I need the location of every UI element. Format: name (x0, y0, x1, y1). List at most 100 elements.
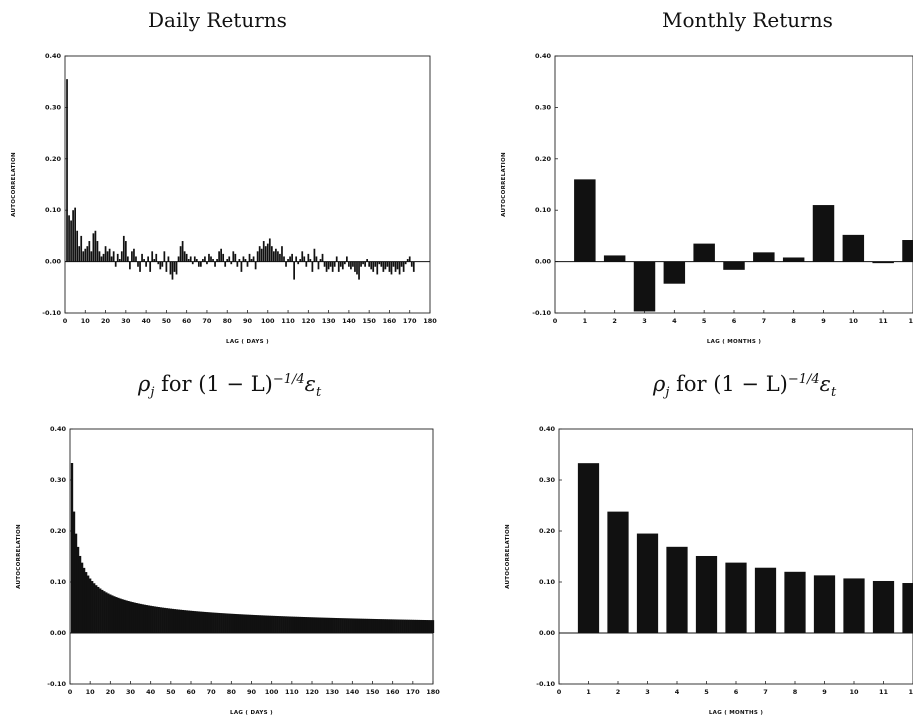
bar-frac-daily (145, 605, 148, 633)
bar-monthly (603, 255, 626, 262)
bar-daily (216, 259, 218, 262)
bar-frac-daily (161, 607, 164, 633)
x-tick-label-frac-daily: 160 (386, 688, 400, 696)
y-tick-label-frac-daily: -0.10 (47, 680, 66, 688)
x-tick-label-frac-monthly: 7 (763, 688, 768, 696)
bar-daily (84, 248, 87, 262)
bar-monthly (842, 234, 865, 262)
bar-frac-daily (337, 618, 340, 633)
bar-daily (183, 251, 186, 262)
bar-daily (299, 259, 302, 262)
x-tick-label-frac-daily: 90 (247, 688, 257, 696)
bar-frac-daily (189, 610, 193, 633)
x-tick-label-frac-daily: 120 (305, 688, 319, 696)
bar-daily (313, 248, 316, 262)
bar-frac-daily (111, 595, 114, 633)
title-exp: −1/4 (272, 372, 305, 387)
bar-frac-daily (179, 609, 183, 633)
bar-daily (230, 261, 233, 265)
bar-frac-daily (328, 617, 332, 633)
bar-frac-daily (224, 613, 227, 633)
bar-frac-daily (256, 615, 259, 633)
x-tick-label-daily: 170 (403, 317, 417, 325)
bar-daily (72, 210, 74, 262)
x-axis-label-daily: LAG ( DAYS ) (226, 339, 269, 345)
bar-frac-daily (357, 618, 360, 633)
bar-daily (410, 261, 413, 267)
bar-frac-daily (278, 616, 281, 633)
bar-daily (133, 248, 135, 262)
bar-daily (228, 256, 231, 262)
bar-frac-daily (143, 604, 146, 633)
bar-frac-daily (212, 612, 215, 633)
x-tick-label-frac-daily: 170 (406, 688, 420, 696)
bar-daily (94, 230, 97, 262)
bar-daily (380, 261, 383, 267)
bar-frac-daily (177, 609, 181, 633)
bar-daily (220, 248, 223, 262)
x-tick-label-monthly: 9 (821, 317, 826, 325)
bar-frac-daily (333, 617, 336, 633)
bar-frac-daily (393, 619, 396, 633)
bar-frac-daily (359, 618, 362, 633)
bar-frac-daily (199, 611, 203, 633)
bar-frac-daily (157, 607, 160, 633)
bar-daily (374, 261, 377, 267)
bar-daily (151, 251, 154, 262)
bar-frac-daily (230, 613, 233, 633)
title-frac-daily: ρj for (1 − L)−1/4εt (138, 372, 321, 400)
bar-daily (311, 261, 314, 272)
bar-daily (163, 251, 166, 262)
bar-frac-daily (353, 618, 356, 633)
bar-daily (248, 253, 251, 262)
bar-daily (384, 261, 387, 270)
x-tick-label-frac-monthly: 1 (586, 688, 591, 696)
y-axis-label-frac-monthly: AUTOCORRELATION (505, 524, 511, 589)
bar-frac-daily (302, 616, 306, 633)
bar-frac-daily (389, 619, 392, 633)
x-tick-label-frac-daily: 30 (126, 688, 136, 696)
bar-frac-daily (304, 617, 308, 633)
bar-frac-daily (375, 619, 378, 633)
bar-frac-daily (82, 567, 86, 633)
bar-frac-daily (248, 614, 251, 633)
bar-daily (70, 220, 72, 262)
bar-daily (345, 256, 348, 262)
bar-frac-daily (133, 602, 136, 633)
bar-daily (382, 261, 385, 272)
bar-daily (122, 235, 125, 262)
bar-frac-monthly (784, 571, 806, 633)
bar-daily (315, 256, 318, 262)
bar-frac-daily (107, 593, 110, 633)
bar-monthly (574, 179, 596, 262)
bar-frac-daily (310, 617, 314, 633)
bar-daily (199, 261, 202, 267)
bar-daily (159, 261, 162, 270)
bar-frac-daily (216, 612, 219, 633)
bar-frac-daily (155, 606, 158, 633)
bar-frac-daily (363, 618, 366, 633)
y-axis-label-frac-daily: AUTOCORRELATION (16, 524, 22, 589)
bar-daily (406, 259, 409, 262)
x-tick-label-monthly: 7 (762, 317, 767, 325)
bar-frac-monthly (695, 555, 718, 633)
bar-daily (82, 251, 85, 262)
bar-daily (390, 261, 393, 275)
bar-daily (364, 261, 366, 267)
bar-frac-daily (335, 617, 338, 633)
bar-daily (398, 261, 401, 275)
y-tick-label-daily: 0.20 (45, 155, 62, 163)
bar-daily (155, 253, 158, 262)
x-tick-label-daily: 150 (362, 317, 376, 325)
bar-daily (76, 230, 79, 262)
bar-daily (335, 256, 338, 262)
bar-frac-daily (387, 619, 390, 633)
bar-daily (204, 256, 206, 262)
bar-daily (303, 256, 306, 262)
bar-frac-daily (331, 617, 334, 633)
bar-daily (88, 241, 91, 262)
bar-frac-daily (429, 620, 433, 633)
bar-frac-monthly (843, 578, 865, 633)
bar-monthly (753, 252, 775, 262)
